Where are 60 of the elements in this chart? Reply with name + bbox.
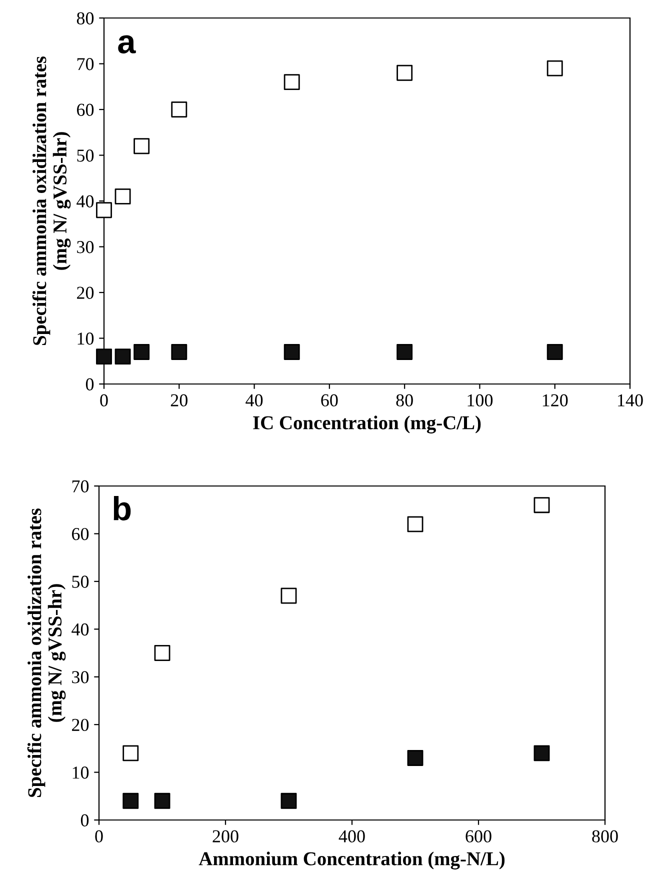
- y-tick-label: 0: [86, 378, 94, 390]
- y-axis-title: Specific ammonia oxidization rates (mg N/ gVSS-hr): [27, 508, 66, 797]
- point: [114, 188, 131, 204]
- x-tick-label: 60: [321, 394, 338, 406]
- y-tick-label: 40: [76, 195, 94, 208]
- x-tick-label: 120: [542, 394, 568, 406]
- y-tick-label: 60: [72, 528, 89, 540]
- x-tick-label: 140: [618, 394, 643, 406]
- x-tick-label: 400: [338, 830, 365, 842]
- point: [114, 348, 131, 365]
- y-tick-label: 70: [72, 480, 89, 492]
- x-tick-label: 40: [246, 394, 263, 406]
- x-tick-label: 200: [212, 830, 238, 842]
- x-tick-label: 20: [170, 394, 188, 406]
- y-tick-label: 70: [77, 58, 94, 70]
- annotation: a: [118, 35, 136, 54]
- y-tick-label: 40: [72, 623, 89, 636]
- point: [96, 202, 112, 218]
- point: [546, 60, 563, 76]
- y-tick-label: 10: [78, 332, 94, 345]
- y-tick-label: 50: [77, 150, 94, 162]
- point: [284, 344, 300, 360]
- point: [134, 138, 150, 154]
- point: [154, 645, 170, 661]
- y-tick-label: 80: [76, 12, 94, 24]
- x-tick-label: 0: [95, 830, 103, 842]
- point: [534, 745, 550, 762]
- y-tick-label: 20: [72, 718, 89, 732]
- point: [122, 745, 139, 762]
- x-tick-label: 800: [592, 830, 618, 842]
- point: [396, 64, 413, 81]
- point: [407, 516, 424, 532]
- point: [122, 792, 139, 809]
- y-tick-label: 10: [72, 766, 89, 779]
- x-axis-title: Ammonium Concentration (mg-N/L): [198, 852, 505, 870]
- point: [546, 344, 563, 360]
- x-tick-label: 600: [466, 830, 492, 842]
- point: [396, 344, 413, 360]
- point: [134, 344, 150, 360]
- x-tick-label: 80: [396, 394, 413, 406]
- x-axis-title: IC Concentration (mg-C/L): [253, 416, 481, 434]
- point: [96, 348, 112, 365]
- point: [284, 74, 300, 90]
- y-tick-label: 20: [77, 286, 94, 299]
- x-tick-label: 0: [100, 394, 108, 406]
- point: [280, 792, 297, 809]
- y-tick-label: 60: [77, 104, 94, 116]
- point: [171, 344, 188, 360]
- point: [154, 792, 170, 809]
- point: [407, 750, 424, 766]
- y-tick-label: 0: [80, 814, 89, 826]
- y-tick-label: 50: [72, 576, 89, 588]
- y-axis-title: Specific ammonia oxidization rates (mg N/ gVSS-hr): [32, 56, 71, 345]
- point: [280, 588, 297, 604]
- x-tick-label: 100: [468, 394, 493, 406]
- annotation: b: [114, 496, 131, 521]
- point: [171, 102, 188, 118]
- y-tick-label: 30: [72, 671, 89, 684]
- point: [534, 497, 550, 514]
- y-tick-label: 30: [77, 241, 94, 254]
